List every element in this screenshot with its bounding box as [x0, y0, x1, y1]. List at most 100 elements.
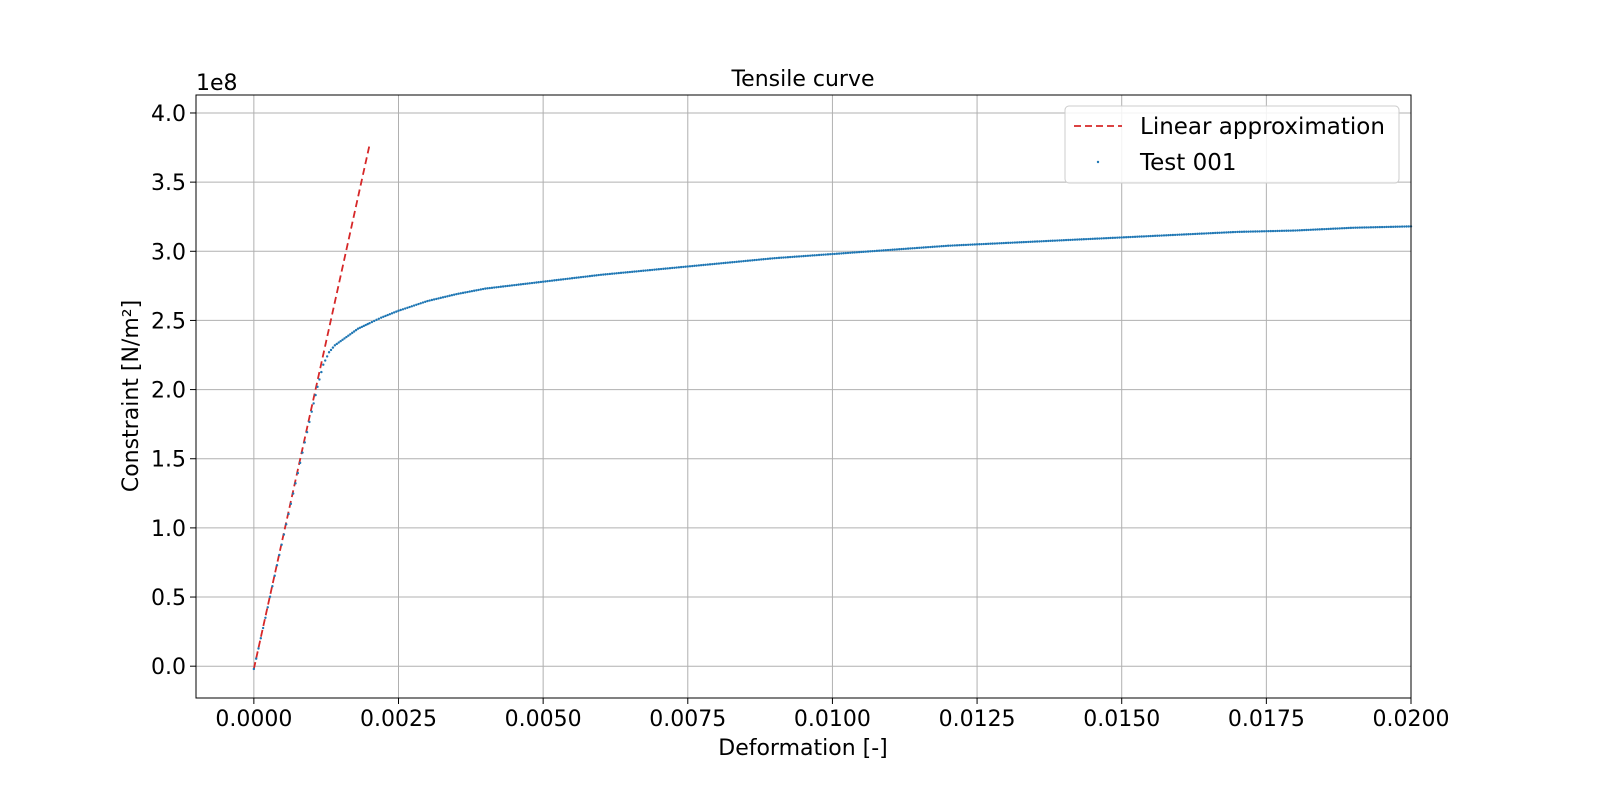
test-001-point [530, 281, 534, 285]
y-axis-label: Constraint [N/m²] [119, 300, 144, 492]
test-001-point [252, 667, 256, 671]
test-001-point [653, 268, 656, 271]
test-001-point [488, 286, 491, 290]
test-001-point [1147, 234, 1150, 238]
test-001-point [266, 606, 269, 609]
test-001-point [343, 337, 346, 340]
test-001-point [860, 250, 863, 254]
test-001-point [426, 299, 429, 303]
test-001-point [557, 278, 560, 282]
test-001-point [345, 335, 348, 339]
test-001-point [464, 291, 467, 294]
test-001-point [795, 255, 799, 258]
test-001-point [599, 273, 603, 276]
test-001-point [1182, 233, 1186, 236]
test-001-point [320, 370, 323, 374]
test-001-point [677, 266, 681, 269]
test-001-point [944, 244, 948, 248]
test-001-point [1274, 229, 1277, 233]
test-001-point [1205, 232, 1208, 235]
test-001-point [926, 245, 930, 249]
test-001-point [564, 277, 567, 281]
test-001-point [1189, 232, 1192, 236]
test-001-point [748, 259, 752, 262]
test-001-point [1260, 230, 1264, 233]
series-linear-approximation [252, 144, 371, 670]
test-001-point [733, 260, 736, 264]
y-tick-label: 3.0 [151, 240, 186, 265]
test-001-point [1071, 238, 1074, 241]
test-001-point [773, 256, 776, 260]
test-001-point [1325, 227, 1328, 231]
test-001-point [327, 351, 331, 354]
test-001-point [1198, 232, 1201, 235]
test-001-point [989, 242, 992, 245]
test-001-point [1173, 233, 1177, 237]
test-001-point [869, 250, 872, 253]
test-001-point [1035, 240, 1039, 243]
test-001-point [822, 253, 825, 256]
test-001-point [662, 267, 665, 271]
test-001-point [273, 574, 276, 577]
test-001-point [461, 291, 465, 295]
test-001-point [1165, 234, 1168, 237]
test-001-point [780, 256, 783, 259]
legend-box [1064, 105, 1400, 184]
test-001-point [1394, 225, 1397, 228]
test-001-point [1162, 234, 1166, 237]
test-001-point [573, 276, 576, 280]
test-001-point [969, 243, 972, 246]
test-001-point [1227, 231, 1230, 234]
test-001-point [1309, 228, 1313, 231]
test-001-point [975, 243, 979, 246]
test-001-point [857, 250, 861, 254]
test-001-point [1385, 225, 1388, 229]
test-001-point [1136, 235, 1139, 238]
test-001-point [1013, 241, 1017, 244]
test-001-point [517, 283, 520, 286]
test-001-point [1104, 236, 1108, 240]
test-001-point [1314, 228, 1317, 231]
test-001-point [617, 271, 621, 275]
test-001-point [719, 262, 723, 265]
test-001-point [1389, 225, 1393, 229]
test-001-point [1329, 227, 1333, 231]
test-001-point [1091, 237, 1094, 241]
y-tick-label: 1.5 [151, 448, 186, 473]
test-001-point [1247, 230, 1250, 233]
test-001-point [468, 290, 471, 293]
test-001-point [955, 244, 959, 247]
test-001-point [1098, 237, 1101, 240]
test-001-point [533, 281, 536, 284]
test-001-point [644, 269, 647, 272]
test-001-point [1351, 226, 1355, 229]
test-001-point [846, 251, 850, 255]
test-001-point [477, 288, 480, 292]
test-001-point [933, 245, 936, 248]
test-001-point [1374, 226, 1377, 229]
test-001-point [913, 246, 916, 250]
test-001-point [1387, 225, 1390, 229]
test-001-point [980, 242, 983, 246]
y-tick-label: 4.0 [151, 102, 186, 127]
test-001-point [655, 268, 658, 271]
test-001-point [931, 245, 934, 249]
test-001-point [929, 245, 932, 249]
test-001-point [354, 328, 358, 332]
test-001-point [1176, 233, 1179, 236]
test-001-point [1138, 235, 1141, 238]
test-001-point [546, 279, 549, 283]
test-001-point [1024, 240, 1028, 244]
test-001-point [285, 523, 288, 526]
test-001-point [706, 263, 710, 266]
test-001-point [897, 248, 901, 251]
test-001-point [993, 242, 997, 245]
test-001-point [630, 270, 634, 274]
test-001-point [935, 245, 939, 248]
test-001-point [782, 256, 785, 259]
test-001-point [590, 274, 594, 278]
test-001-point [586, 275, 589, 278]
test-001-point [1027, 240, 1030, 244]
test-001-point [1407, 225, 1410, 228]
test-001-point [1365, 226, 1368, 229]
